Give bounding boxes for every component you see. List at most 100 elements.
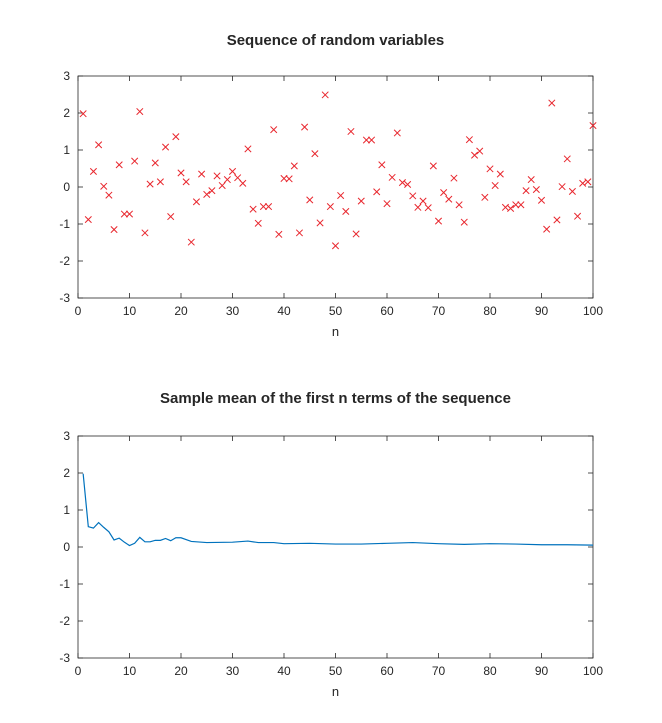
data-point — [527, 176, 535, 184]
data-point — [450, 174, 458, 182]
data-point-stroke-b — [393, 129, 401, 137]
data-point — [120, 210, 128, 218]
data-point — [465, 136, 473, 144]
data-point-stroke-b — [517, 201, 525, 209]
data-point-stroke-b — [357, 197, 365, 205]
data-point — [573, 212, 582, 220]
data-point-stroke-b — [79, 110, 87, 118]
data-point-stroke-b — [404, 180, 412, 188]
data-point-stroke-b — [548, 99, 556, 107]
data-point — [141, 229, 149, 237]
data-point-stroke-b — [460, 218, 468, 226]
data-point-stroke-b — [259, 203, 267, 211]
data-point — [84, 216, 92, 224]
data-point-stroke-b — [146, 180, 154, 188]
data-point-stroke-b — [125, 210, 134, 218]
y-tick-label: 3 — [63, 429, 70, 443]
data-point — [445, 195, 453, 203]
chart-panel-2: Sample mean of the first n terms of the … — [59, 390, 603, 699]
data-point-stroke-b — [409, 192, 417, 200]
x-tick-label: 0 — [75, 664, 82, 678]
data-point — [532, 186, 540, 194]
data-point-stroke-b — [465, 136, 473, 144]
data-point-stroke-b — [316, 219, 324, 227]
x-tick-label: 60 — [380, 664, 394, 678]
data-point — [558, 183, 566, 191]
data-point — [568, 187, 576, 195]
data-point-stroke-b — [131, 157, 139, 165]
data-point — [146, 180, 154, 188]
data-point-stroke-b — [331, 242, 340, 250]
data-point — [357, 197, 365, 205]
data-point-stroke-b — [306, 196, 314, 204]
data-point-stroke-b — [352, 230, 360, 238]
data-point-stroke-b — [537, 196, 546, 204]
data-point-stroke-b — [172, 133, 180, 141]
chart-title: Sequence of random variables — [227, 32, 445, 49]
data-point — [203, 190, 211, 198]
data-point-stroke-b — [507, 204, 515, 213]
data-point-stroke-b — [187, 238, 195, 246]
x-tick-label: 40 — [277, 664, 291, 678]
x-tick-label: 10 — [123, 664, 137, 678]
data-point — [115, 161, 123, 169]
x-tick-label: 50 — [329, 304, 343, 318]
data-point-stroke-b — [234, 174, 242, 182]
data-point — [491, 181, 499, 190]
data-point-stroke-b — [290, 162, 298, 170]
data-point — [367, 136, 376, 144]
x-tick-label: 40 — [277, 304, 291, 318]
data-point-stroke-b — [156, 178, 164, 186]
data-point — [470, 151, 479, 159]
data-point — [151, 159, 159, 167]
data-point-stroke-b — [311, 150, 319, 158]
data-point — [182, 178, 190, 186]
data-point — [95, 141, 103, 149]
y-tick-label: 1 — [63, 143, 70, 157]
data-point — [331, 242, 340, 250]
data-point-stroke-b — [522, 187, 530, 195]
y-tick-label: 2 — [63, 466, 70, 480]
data-point-stroke-b — [264, 203, 273, 211]
data-point-stroke-b — [223, 176, 231, 184]
data-point-stroke-b — [476, 147, 484, 155]
data-point-stroke-b — [321, 91, 329, 99]
data-point — [424, 204, 432, 212]
data-point-stroke-b — [362, 136, 370, 144]
x-tick-label: 80 — [483, 664, 497, 678]
data-point — [187, 238, 195, 246]
data-point — [388, 173, 396, 181]
data-point-stroke-b — [182, 178, 190, 186]
data-point — [270, 126, 278, 134]
x-tick-label: 90 — [535, 304, 549, 318]
data-point — [537, 196, 546, 204]
data-point — [228, 167, 237, 176]
data-point-stroke-b — [218, 181, 226, 190]
data-point-stroke-b — [213, 172, 221, 180]
data-point-stroke-b — [445, 195, 453, 203]
data-point-stroke-b — [342, 207, 350, 215]
x-tick-label: 20 — [174, 664, 188, 678]
data-point — [419, 197, 427, 205]
y-tick-label: 2 — [63, 106, 70, 120]
x-tick-label: 80 — [483, 304, 497, 318]
y-tick-label: 1 — [63, 503, 70, 517]
data-point-stroke-b — [589, 122, 597, 130]
x-tick-label: 30 — [226, 664, 240, 678]
data-point-stroke-b — [419, 197, 427, 205]
data-point — [373, 188, 381, 196]
data-point — [579, 179, 587, 187]
data-point — [259, 203, 267, 211]
data-point-stroke-b — [424, 204, 432, 212]
data-point — [589, 122, 597, 130]
data-point — [198, 170, 206, 178]
data-point — [156, 178, 164, 186]
data-point — [264, 203, 273, 211]
data-point-stroke-b — [373, 188, 381, 196]
x-tick-label: 70 — [432, 664, 446, 678]
chart-title: Sample mean of the first n terms of the … — [160, 390, 511, 407]
data-point — [429, 162, 437, 170]
data-point — [223, 176, 231, 184]
